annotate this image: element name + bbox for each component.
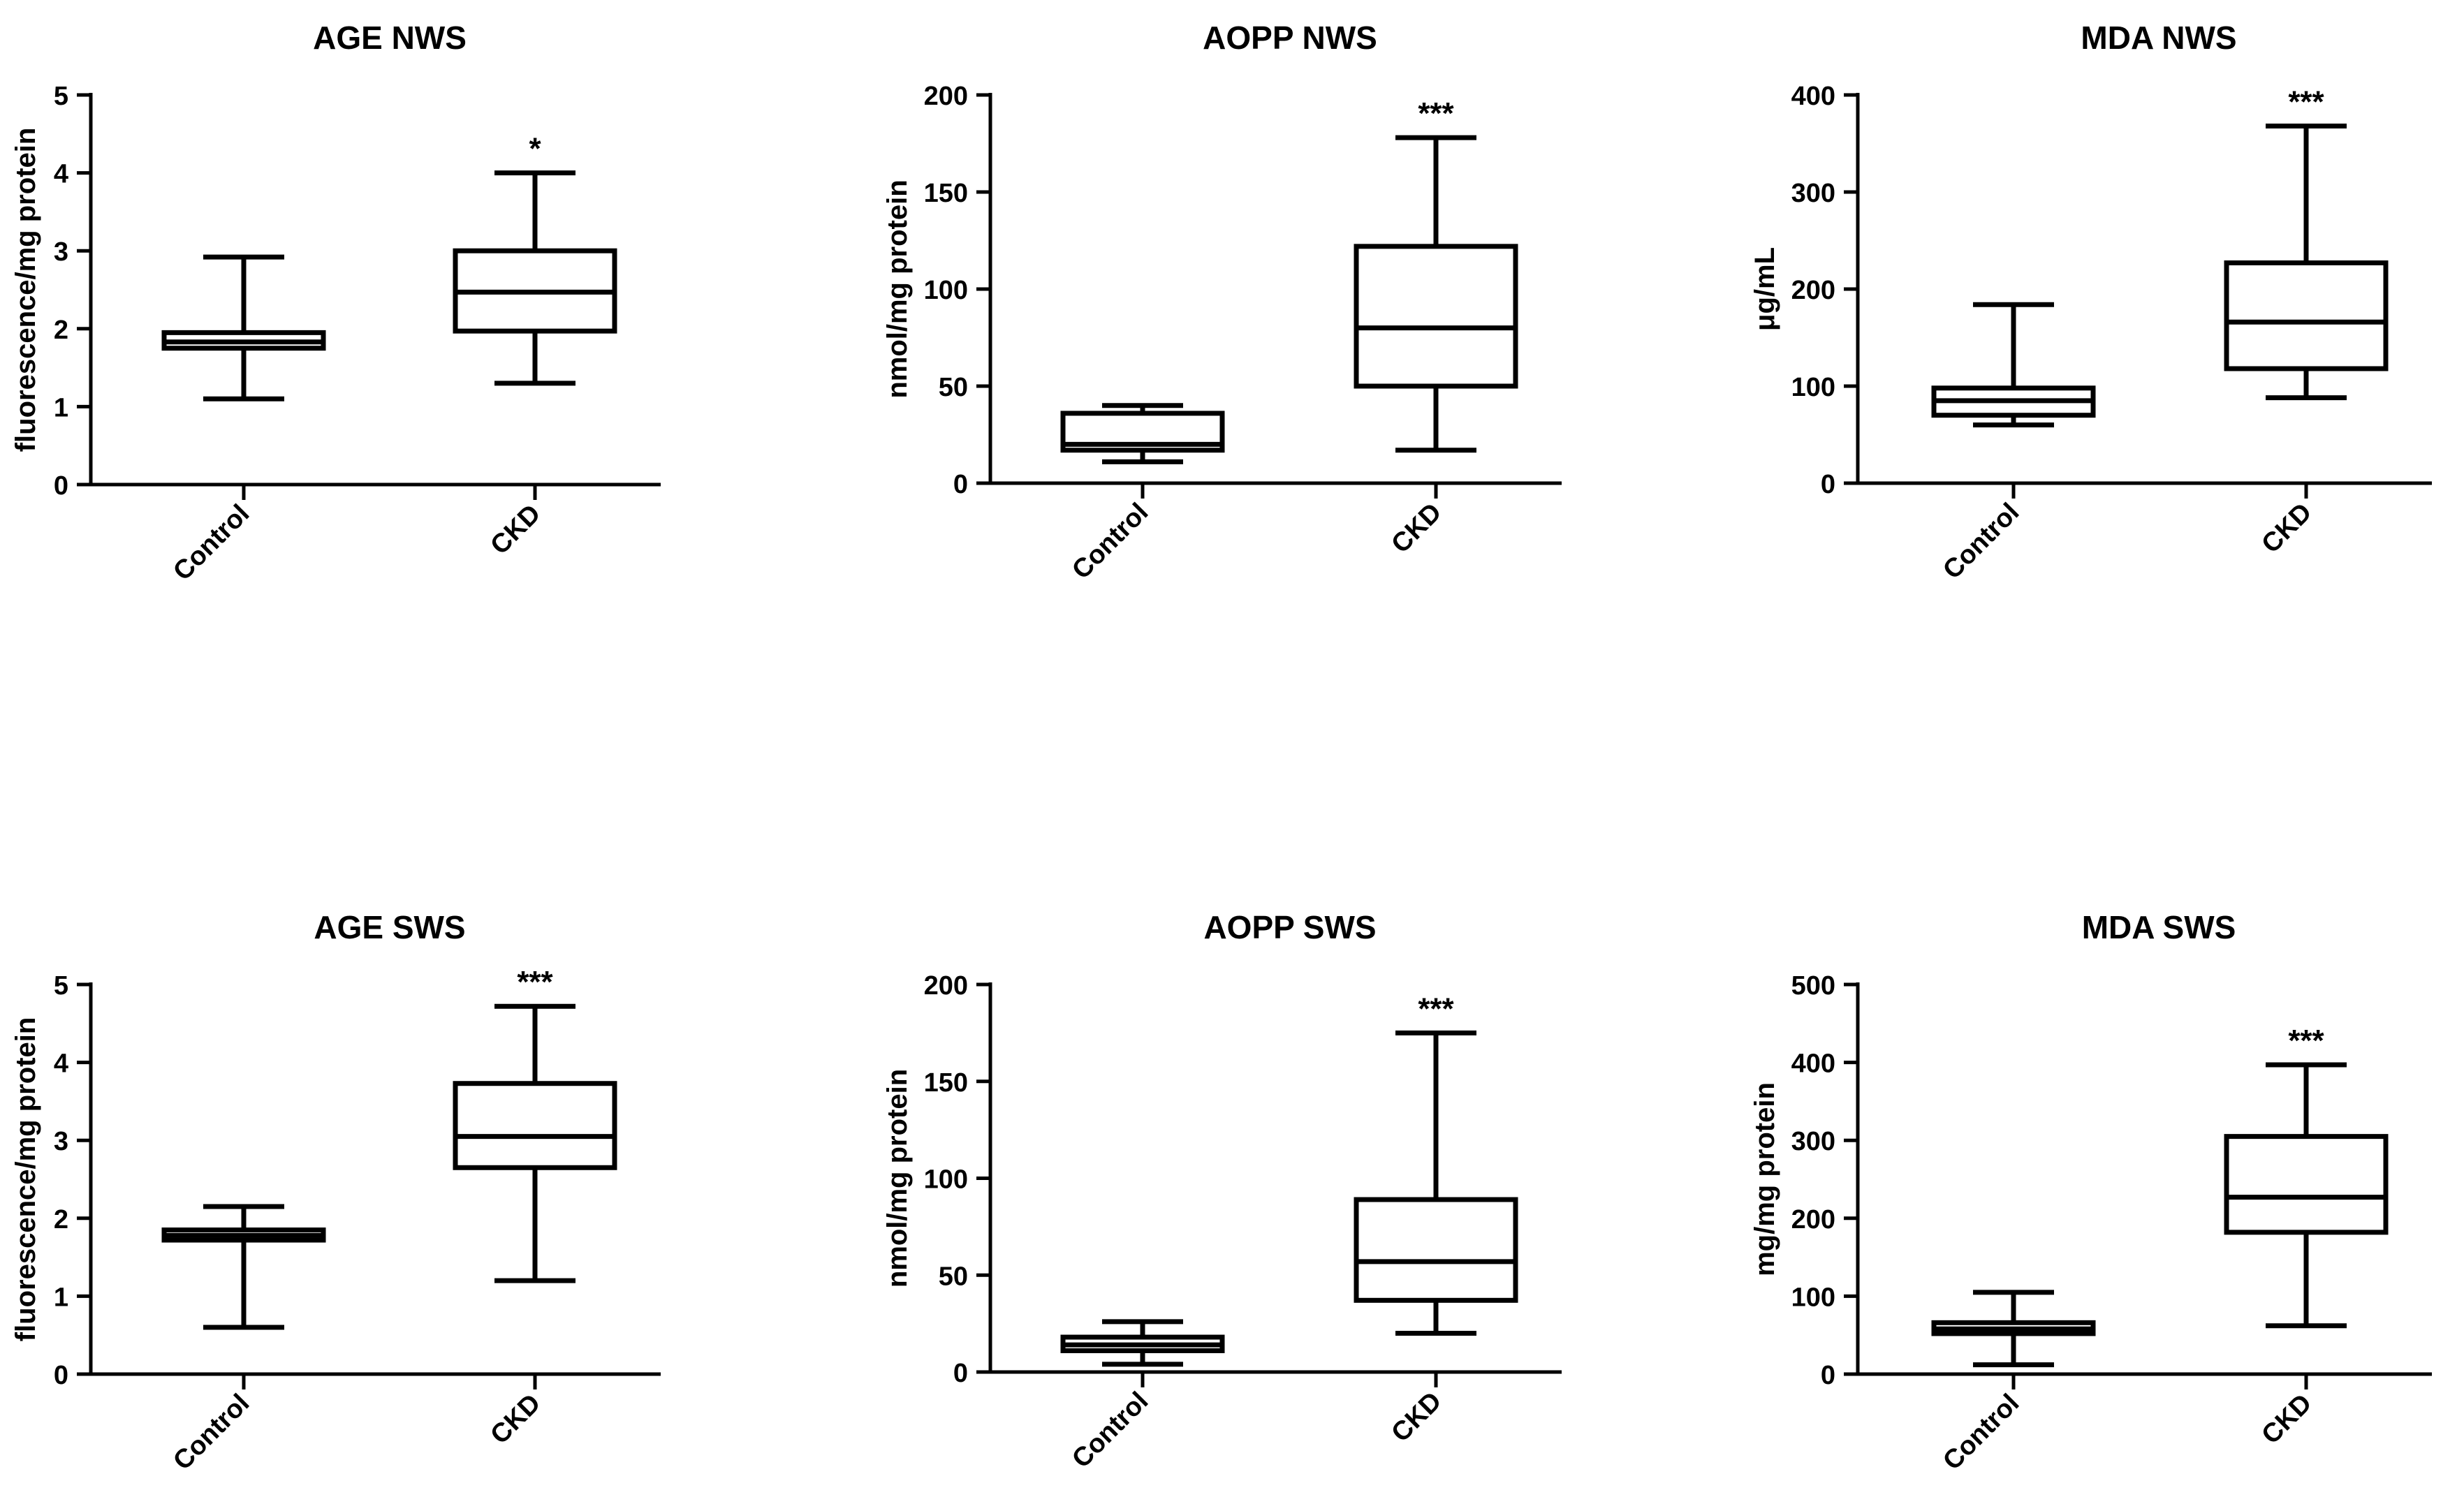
panel-6-y-label: mg/mg protein <box>1750 1082 1780 1276</box>
panel-3-y-tick-label: 400 <box>1791 82 1835 111</box>
panel-4-y-tick-label: 3 <box>54 1127 68 1156</box>
panel-5-y-tick-label: 50 <box>939 1262 968 1291</box>
panel-4-y-tick-label: 1 <box>54 1283 68 1312</box>
panel-6-ckd-box-iqr <box>2224 1134 2389 1235</box>
panel-5-ckd-box-significance: *** <box>1418 991 1454 1026</box>
panel-6-x-tick-label: CKD <box>2256 1389 2317 1450</box>
panel-3-y-tick-label: 200 <box>1791 276 1835 305</box>
panel-3-title: MDA NWS <box>2081 20 2236 56</box>
panel-1-x-tick-label: Control <box>168 499 255 587</box>
panel-4-y-tick-label: 5 <box>54 971 68 1001</box>
panel-4-y-label: fluorescence/mg protein <box>10 1017 41 1342</box>
panel-5-y-tick-label: 150 <box>924 1068 968 1098</box>
panel-1-y-tick-label: 0 <box>54 471 68 501</box>
panel-2-x-tick-label: CKD <box>1386 498 1447 559</box>
panel-6-y-tick-label: 0 <box>1821 1361 1835 1390</box>
panel-6-y-tick-label: 100 <box>1791 1283 1835 1312</box>
panel-1-x-tick-label: CKD <box>485 499 546 561</box>
panel-2-x-tick-label: Control <box>1066 498 1154 585</box>
panel-5-y-tick-label: 100 <box>924 1165 968 1195</box>
panel-5-ckd-box-iqr <box>1354 1197 1518 1303</box>
panel-3-ckd-box-iqr <box>2224 260 2389 371</box>
panel-1-y-tick-label: 4 <box>54 160 68 189</box>
panel-6-y-tick-label: 300 <box>1791 1127 1835 1156</box>
panel-3-x-tick-label: Control <box>1937 498 2025 585</box>
panel-6-x-tick-label: Control <box>1937 1389 2025 1476</box>
panel-5-y-label: nmol/mg protein <box>882 1069 913 1288</box>
panel-2-y-tick-label: 0 <box>953 470 968 499</box>
panel-1-title: AGE NWS <box>313 20 467 56</box>
panel-2-y-tick-label: 100 <box>924 276 968 305</box>
panel-4-x-tick-label: CKD <box>485 1389 546 1450</box>
panel-4-x-tick-label: Control <box>168 1389 255 1476</box>
panel-5-title: AOPP SWS <box>1203 909 1376 945</box>
panel-5-x-tick-label: Control <box>1066 1387 1154 1474</box>
panel-3-y-tick-label: 0 <box>1821 470 1835 499</box>
panel-2-y-tick-label: 150 <box>924 179 968 208</box>
panel-2-y-label: nmol/mg protein <box>882 179 913 398</box>
panel-3-ckd-box-significance: *** <box>2288 84 2324 119</box>
panel-4-ckd-box-iqr <box>453 1081 617 1170</box>
panel-4-y-tick-label: 2 <box>54 1205 68 1234</box>
panel-6-y-tick-label: 400 <box>1791 1049 1835 1079</box>
panel-3-y-tick-label: 300 <box>1791 179 1835 208</box>
panel-4-ckd-box-significance: *** <box>517 965 553 999</box>
panel-6-ckd-box-significance: *** <box>2288 1024 2324 1058</box>
panel-2-y-tick-label: 200 <box>924 82 968 111</box>
panel-1-y-label: fluorescence/mg protein <box>10 128 41 452</box>
panel-5-x-tick-label: CKD <box>1386 1387 1447 1448</box>
panel-3-x-tick-label: CKD <box>2256 498 2317 559</box>
panel-1-ckd-box-significance: * <box>529 132 541 166</box>
panel-4-y-tick-label: 0 <box>54 1361 68 1390</box>
panel-1-y-tick-label: 3 <box>54 237 68 267</box>
panel-1-y-tick-label: 1 <box>54 393 68 422</box>
panel-2-ckd-box-iqr <box>1354 244 1518 389</box>
panel-1-y-tick-label: 2 <box>54 316 68 345</box>
panel-6-y-tick-label: 200 <box>1791 1205 1835 1234</box>
panel-3-y-label: μg/mL <box>1750 247 1780 331</box>
panel-5-y-tick-label: 0 <box>953 1359 968 1388</box>
panel-5-y-tick-label: 200 <box>924 971 968 1001</box>
panel-4-title: AGE SWS <box>314 909 465 945</box>
panel-4-y-tick-label: 4 <box>54 1049 68 1079</box>
panel-6-y-tick-label: 500 <box>1791 971 1835 1001</box>
panel-1-y-tick-label: 5 <box>54 82 68 111</box>
panel-3-y-tick-label: 100 <box>1791 373 1835 402</box>
panel-2-ckd-box-significance: *** <box>1418 96 1454 131</box>
panel-2-y-tick-label: 50 <box>939 373 968 402</box>
panel-2-title: AOPP NWS <box>1203 20 1377 56</box>
panel-6-title: MDA SWS <box>2082 909 2236 945</box>
